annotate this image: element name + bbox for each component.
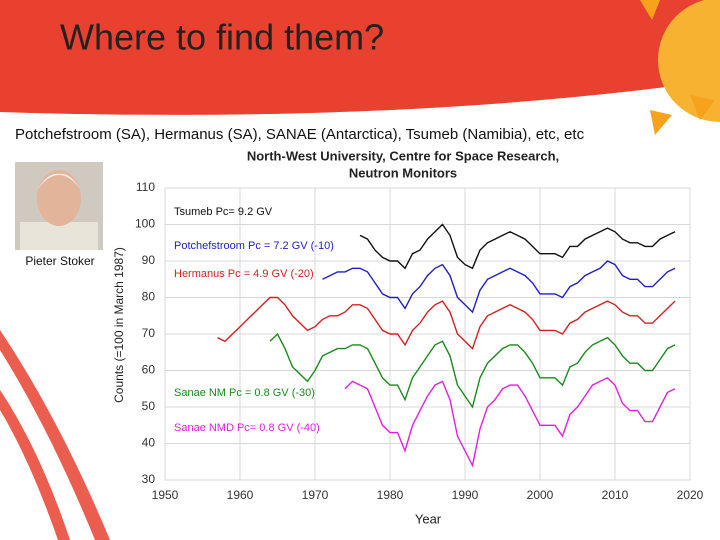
y-tick-label: 40: [142, 436, 156, 450]
slide-title: Where to find them?: [60, 17, 384, 58]
series-label: Tsumeb Pc= 9.2 GV: [174, 206, 273, 218]
y-tick-label: 100: [135, 217, 155, 231]
series-label: Potchefstroom Pc = 7.2 GV (-10): [174, 240, 334, 252]
series-line: [359, 223, 676, 270]
x-tick-label: 1950: [152, 488, 179, 502]
y-tick-label: 30: [142, 472, 156, 486]
series-label: Sanae NM Pc = 0.8 GV (-30): [174, 387, 315, 399]
y-tick-label: 70: [142, 326, 156, 340]
series-label: Sanae NMD Pc= 0.8 GV (-40): [174, 422, 320, 434]
banner: [0, 0, 720, 115]
series-line: [269, 332, 676, 409]
y-tick-label: 50: [142, 399, 156, 413]
x-tick-label: 1980: [377, 488, 404, 502]
x-tick-label: 2020: [677, 488, 704, 502]
y-tick-label: 90: [142, 253, 156, 267]
sun-rays: [640, 0, 715, 135]
x-tick-label: 1960: [227, 488, 254, 502]
x-axis-label: Year: [415, 511, 442, 526]
decor-stripes: [0, 330, 110, 540]
sun: [658, 0, 720, 122]
y-tick-label: 110: [136, 180, 155, 194]
chart-subtitle: Neutron Monitors: [349, 165, 457, 180]
series-line: [344, 376, 676, 468]
x-tick-label: 1970: [302, 488, 329, 502]
y-tick-label: 60: [142, 363, 156, 377]
x-tick-label: 2010: [602, 488, 629, 502]
series-label: Hermanus Pc = 4.9 GV (-20): [174, 268, 314, 280]
chart-title: North-West University, Centre for Space …: [247, 148, 559, 163]
series-line: [322, 260, 676, 314]
series-line: [217, 296, 676, 350]
stations-text: Potchefstroom (SA), Hermanus (SA), SANAE…: [15, 126, 585, 143]
x-tick-label: 2000: [527, 488, 554, 502]
photo-caption: Pieter Stoker: [25, 254, 94, 268]
photo: [15, 162, 103, 250]
y-axis-label: Counts (=100 in March 1987): [112, 247, 126, 403]
y-tick-label: 80: [142, 290, 156, 304]
x-tick-label: 1990: [452, 488, 479, 502]
